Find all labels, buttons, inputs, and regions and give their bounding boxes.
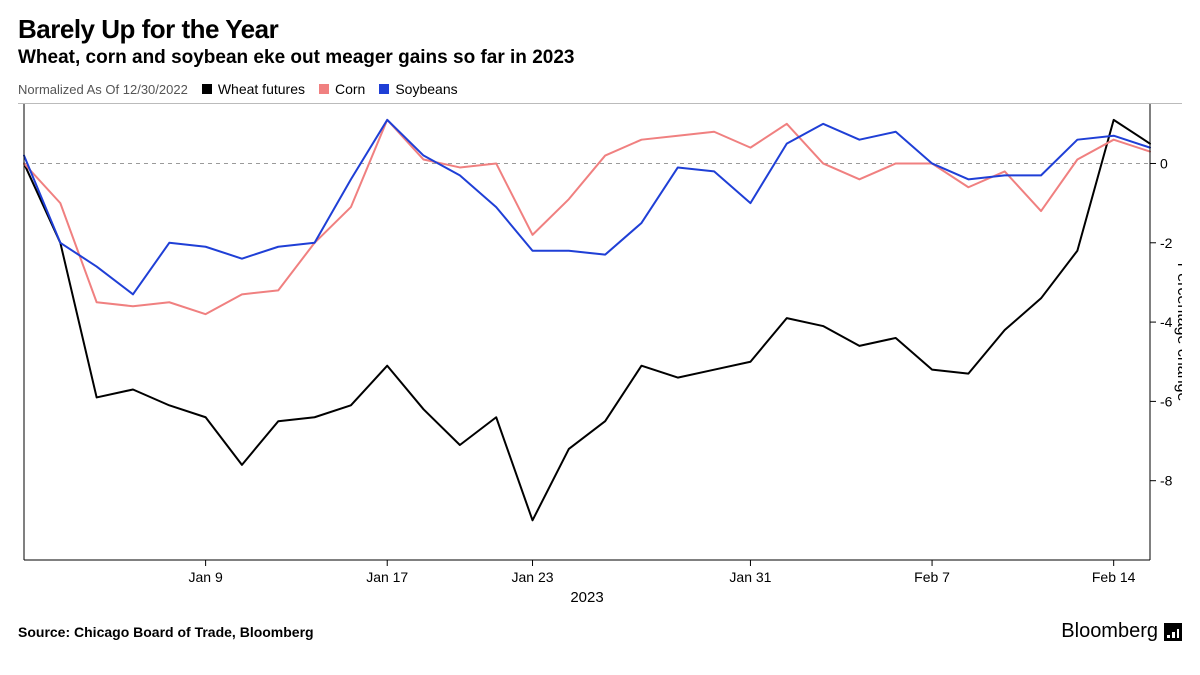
- line-chart: 0 -2 -4 -6 -8 Jan 9 Jan 17 Jan 23 Jan 31 Feb 7 Feb…: [18, 104, 1182, 614]
- chart-subtitle: Wheat, corn and soybean eke out meager g…: [18, 47, 1182, 69]
- svg-text:-6: -6: [1160, 393, 1173, 409]
- source-text: Source: Chicago Board of Trade, Bloomber…: [18, 624, 314, 640]
- svg-text:Feb 14: Feb 14: [1092, 569, 1136, 585]
- legend-item-soybeans: Soybeans: [379, 81, 457, 97]
- svg-text:Feb 7: Feb 7: [914, 569, 950, 585]
- chart-title: Barely Up for the Year: [18, 14, 1182, 45]
- legend-label: Wheat futures: [218, 81, 305, 97]
- legend-label: Corn: [335, 81, 365, 97]
- svg-text:0: 0: [1160, 155, 1168, 171]
- legend-item-wheat: Wheat futures: [202, 81, 305, 97]
- brand-label: Bloomberg: [1061, 620, 1158, 643]
- square-icon: [202, 84, 212, 94]
- svg-text:-4: -4: [1160, 314, 1173, 330]
- svg-text:-2: -2: [1160, 235, 1173, 251]
- legend: Normalized As Of 12/30/2022 Wheat future…: [18, 79, 1182, 104]
- legend-label: Soybeans: [395, 81, 457, 97]
- svg-text:Jan 17: Jan 17: [366, 569, 408, 585]
- svg-text:Jan 9: Jan 9: [188, 569, 222, 585]
- svg-text:Jan 23: Jan 23: [511, 569, 553, 585]
- square-icon: [379, 84, 389, 94]
- svg-text:Percentage change: Percentage change: [1174, 263, 1182, 402]
- legend-item-corn: Corn: [319, 81, 365, 97]
- legend-note: Normalized As Of 12/30/2022: [18, 82, 188, 97]
- brand: Bloomberg: [1061, 620, 1182, 643]
- bloomberg-icon: [1164, 623, 1182, 641]
- square-icon: [319, 84, 329, 94]
- chart-area: 0 -2 -4 -6 -8 Jan 9 Jan 17 Jan 23 Jan 31 Feb 7 Feb…: [18, 104, 1182, 614]
- svg-text:-8: -8: [1160, 473, 1173, 489]
- svg-text:Jan 31: Jan 31: [729, 569, 771, 585]
- svg-text:2023: 2023: [570, 589, 603, 606]
